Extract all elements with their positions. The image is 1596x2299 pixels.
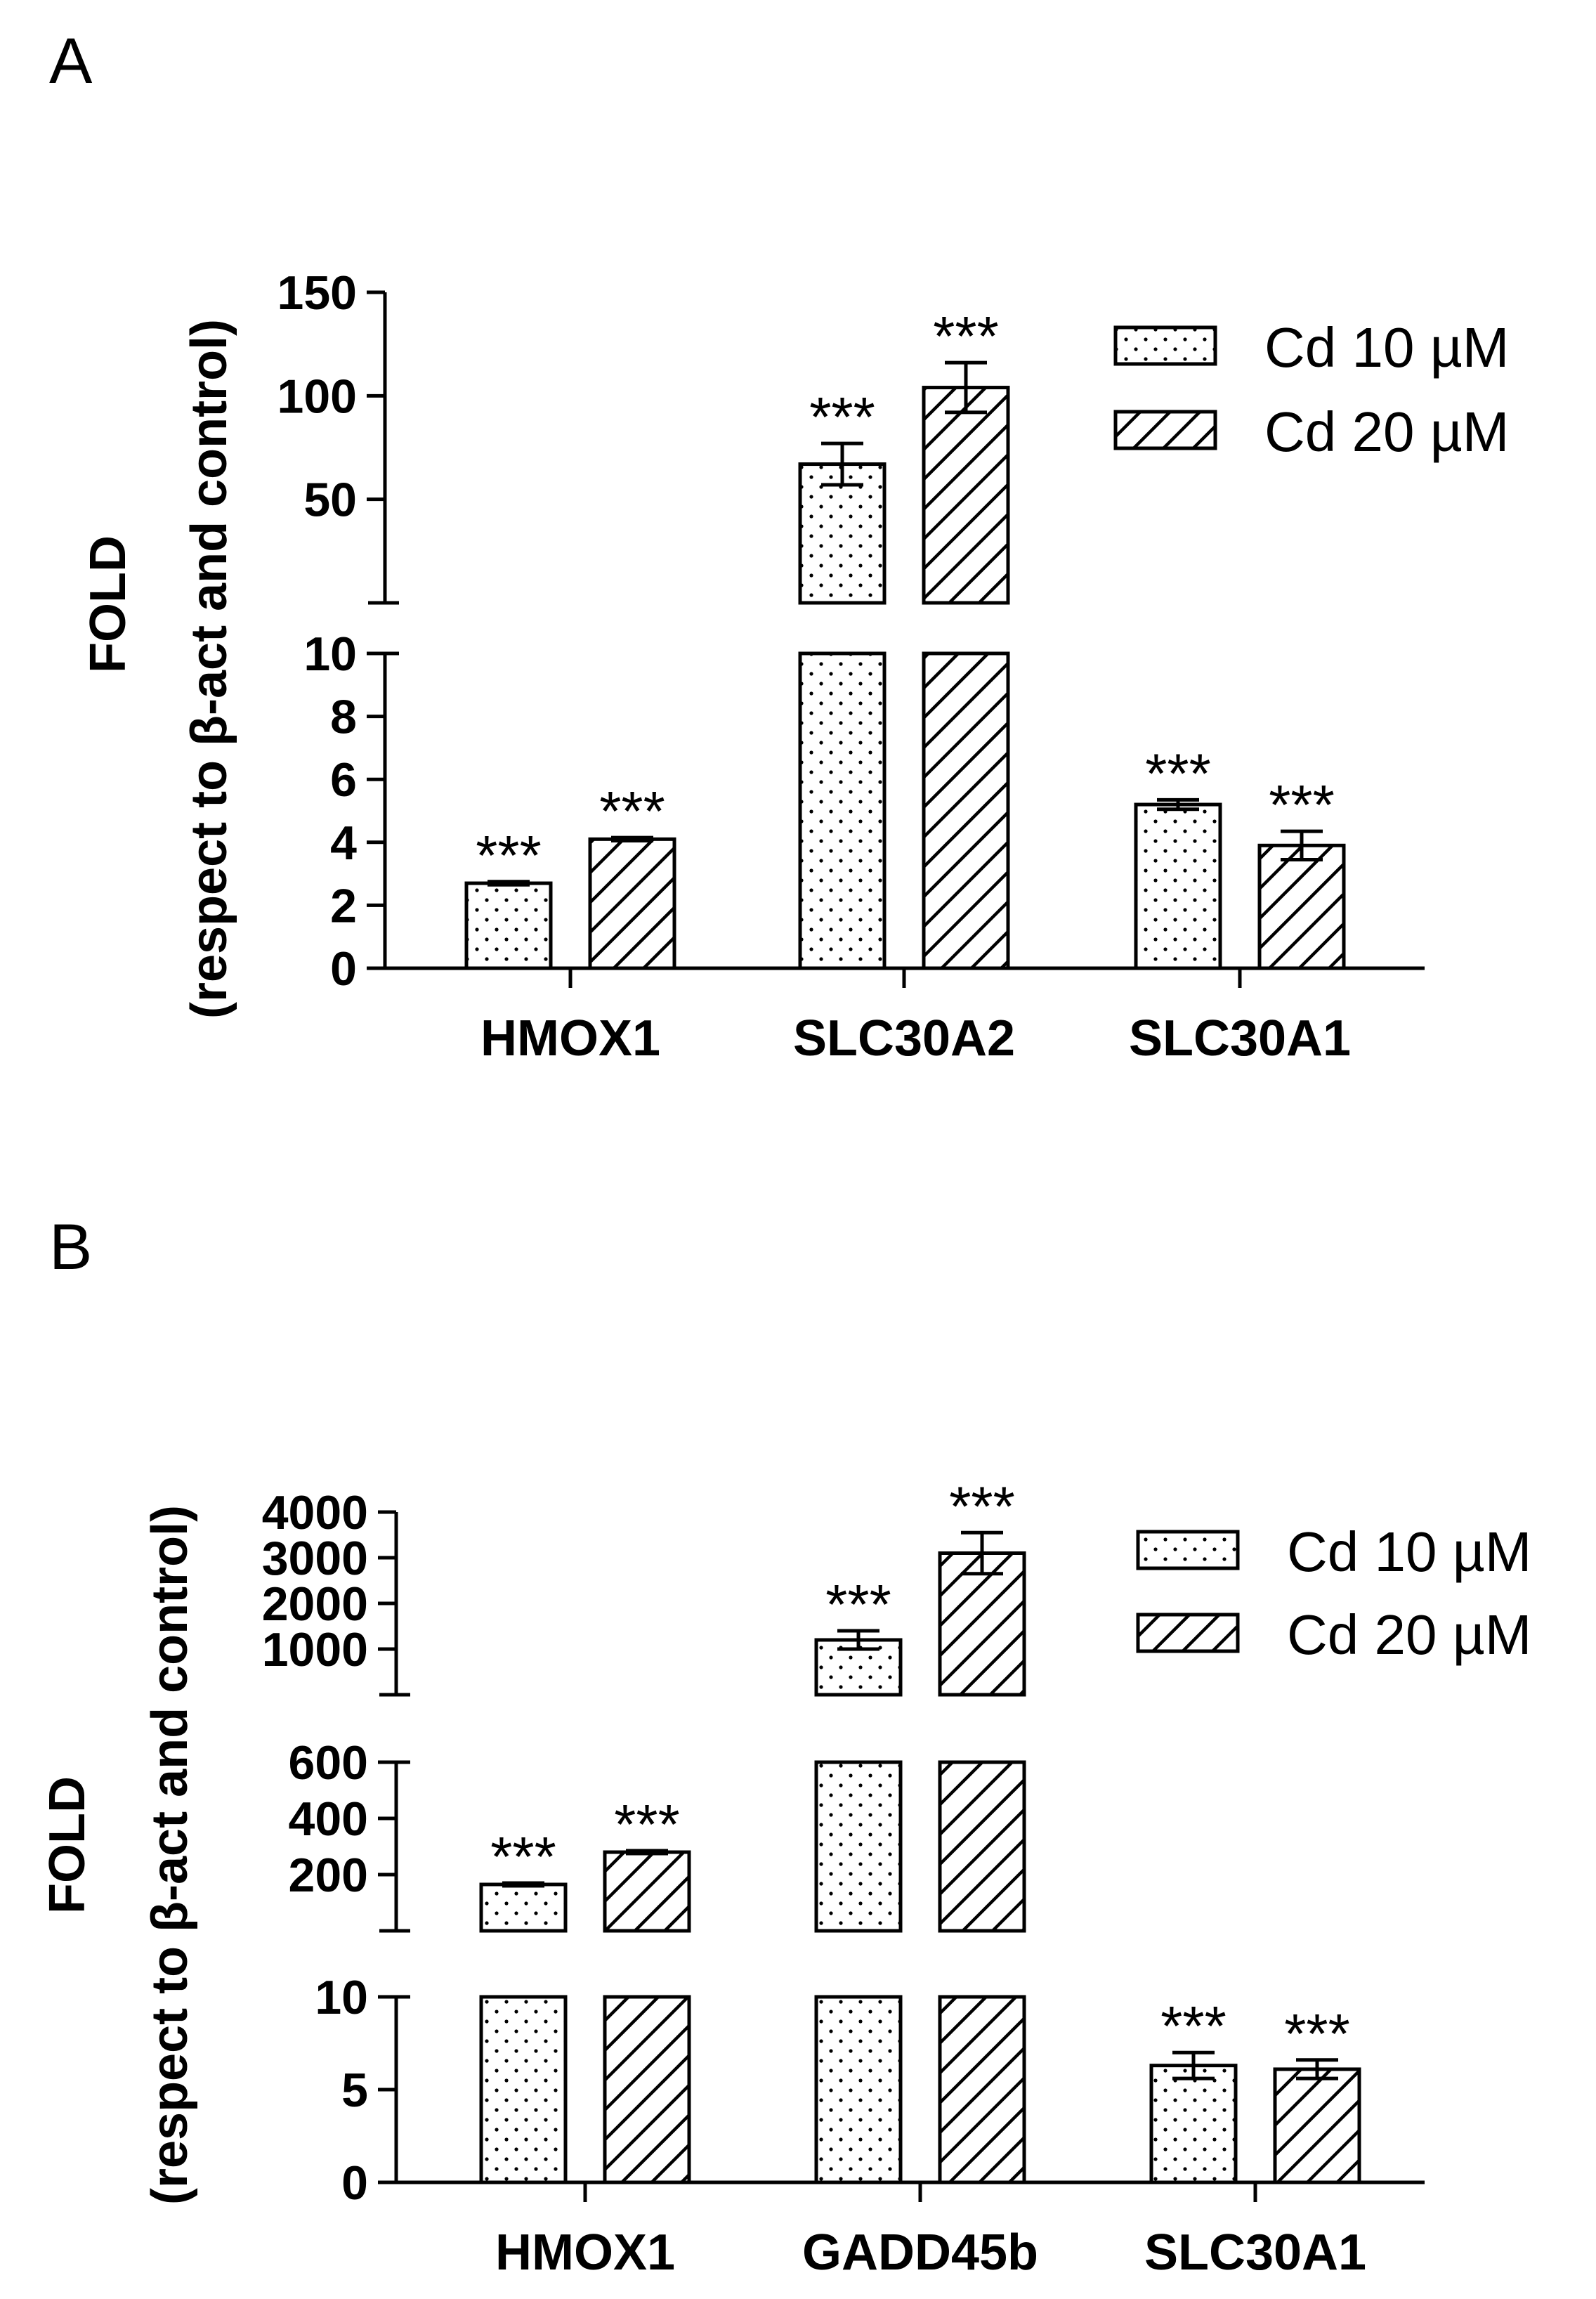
bar-hmox1-cd-20-m [588, 837, 676, 970]
significance-label: *** [949, 1475, 1014, 1537]
y-tick-label: 10 [303, 627, 357, 681]
bar-slc30a1-cd-10-m [1134, 802, 1222, 970]
y-axis-label: FOLD [39, 1776, 96, 1914]
bars [464, 360, 1346, 970]
legend: Cd 10 µM Cd 20 µM [1113, 316, 1509, 463]
y-axis-label: FOLD [80, 535, 136, 673]
panel-b: B FOLD (respect to β-act and control) 0 5… [39, 1211, 1531, 2281]
x-category-label: HMOX1 [480, 1010, 660, 1067]
y-tick-label: 50 [303, 474, 357, 527]
panel-a: A FOLD (respect to β-act and control) 0 2… [49, 25, 1509, 1067]
y-axis-label-sub: (respect to β-act and control) [181, 319, 237, 1019]
bar-slc30a1-cd-20-m [1273, 2067, 1361, 2184]
bar-slc30a1-cd-20-m [1257, 843, 1346, 970]
bar-slc30a2-cd-10-m [798, 651, 887, 970]
bar-slc30a1-cd-10-m [1149, 2064, 1238, 2184]
x-category-label: HMOX1 [495, 2225, 675, 2281]
bar-gadd45b-cd-10-m [814, 1760, 903, 1933]
legend-swatch-cd20 [1113, 410, 1217, 450]
bar-slc30a2-cd-10-m [798, 462, 887, 605]
y-tick-label: 600 [289, 1736, 368, 1790]
y-tick-label: 100 [277, 370, 357, 423]
significance-label: *** [1160, 1995, 1226, 2057]
bar-gadd45b-cd-20-m [938, 1995, 1026, 2184]
y-tick-label: 4000 [262, 1486, 368, 1539]
x-category-label: GADD45b [802, 2225, 1038, 2281]
bars [479, 1530, 1361, 2184]
significance-label: *** [490, 1825, 556, 1888]
panel-label: B [49, 1211, 92, 1283]
x-category-label: SLC30A2 [793, 1010, 1015, 1067]
y-tick-label: 3000 [262, 1532, 368, 1585]
significance-label: *** [1284, 2002, 1349, 2065]
bar-hmox1-cd-10-m [464, 881, 553, 970]
bar-slc30a2-cd-20-m [922, 651, 1010, 970]
significance-label: *** [614, 1793, 679, 1856]
y-tick-label: 400 [289, 1792, 368, 1846]
legend-label: Cd 10 µM [1287, 1520, 1531, 1583]
bar-hmox1-cd-10-m [479, 1995, 568, 2184]
axes [367, 290, 1425, 988]
y-tick-label: 150 [277, 266, 357, 320]
y-tick-label: 8 [330, 691, 357, 744]
y-tick-label: 0 [341, 2156, 368, 2210]
legend: Cd 10 µM Cd 20 µM [1136, 1520, 1531, 1666]
y-tick-label: 5 [341, 2064, 368, 2117]
bar-hmox1-cd-20-m [603, 1850, 691, 1933]
legend-swatch-cd20 [1136, 1613, 1240, 1653]
significance-label: *** [476, 824, 541, 887]
y-tick-label: 1000 [262, 1623, 368, 1676]
significance-label: *** [1269, 774, 1334, 836]
legend-label: Cd 20 µM [1264, 400, 1509, 463]
x-category-label: SLC30A1 [1129, 1010, 1351, 1067]
panel-label: A [49, 25, 93, 97]
y-tick-label: 4 [330, 816, 357, 870]
significance-label: *** [825, 1573, 891, 1636]
bar-hmox1-cd-20-m [603, 1995, 691, 2184]
y-tick-label: 6 [330, 753, 357, 807]
y-tick-label: 2 [330, 879, 357, 932]
legend-swatch-cd10 [1136, 1530, 1240, 1570]
bar-gadd45b-cd-10-m [814, 1995, 903, 2184]
y-axis-label-sub: (respect to β-act and control) [142, 1505, 198, 2205]
legend-swatch-cd10 [1113, 325, 1217, 366]
bar-hmox1-cd-10-m [479, 1882, 568, 1933]
bar-gadd45b-cd-20-m [938, 1551, 1026, 1697]
y-tick-label: 2000 [262, 1577, 368, 1631]
y-tick-label: 200 [289, 1849, 368, 1902]
axes [378, 1510, 1425, 2202]
significance-label: *** [933, 305, 998, 367]
bar-gadd45b-cd-20-m [938, 1760, 1026, 1933]
significance-label: *** [599, 780, 665, 842]
x-category-label: SLC30A1 [1144, 2225, 1366, 2281]
y-tick-label: 10 [315, 1971, 368, 2024]
legend-label: Cd 20 µM [1287, 1603, 1531, 1666]
significance-label: *** [1145, 742, 1210, 805]
y-tick-label: 0 [330, 942, 357, 996]
bar-slc30a2-cd-20-m [922, 386, 1010, 605]
labels: 0 2 4 6 8 10 50 100 150 HMOX1 SLC30A2 SLC30A1 *** ***… [277, 266, 1352, 1067]
significance-label: *** [809, 386, 875, 448]
legend-label: Cd 10 µM [1264, 316, 1509, 379]
